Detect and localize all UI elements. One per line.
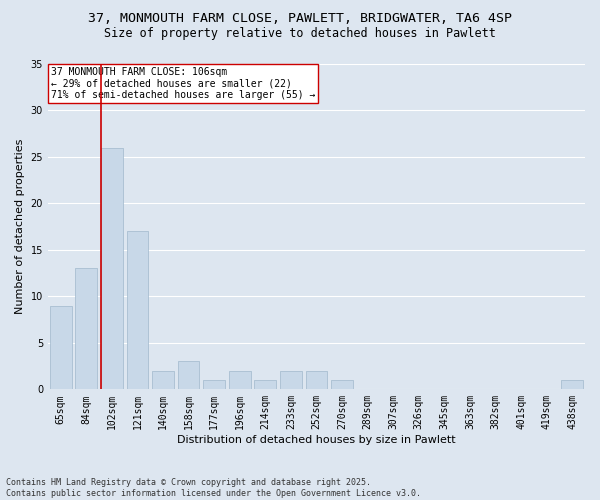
Bar bbox=[50, 306, 71, 390]
Bar bbox=[254, 380, 276, 390]
Bar bbox=[76, 268, 97, 390]
Bar bbox=[203, 380, 225, 390]
Bar bbox=[305, 370, 328, 390]
Bar bbox=[101, 148, 123, 390]
Text: 37 MONMOUTH FARM CLOSE: 106sqm
← 29% of detached houses are smaller (22)
71% of : 37 MONMOUTH FARM CLOSE: 106sqm ← 29% of … bbox=[50, 68, 315, 100]
Bar bbox=[331, 380, 353, 390]
Text: Contains HM Land Registry data © Crown copyright and database right 2025.
Contai: Contains HM Land Registry data © Crown c… bbox=[6, 478, 421, 498]
Y-axis label: Number of detached properties: Number of detached properties bbox=[15, 139, 25, 314]
Bar bbox=[229, 370, 251, 390]
Bar bbox=[178, 362, 199, 390]
Bar bbox=[152, 370, 174, 390]
Bar bbox=[562, 380, 583, 390]
Text: 37, MONMOUTH FARM CLOSE, PAWLETT, BRIDGWATER, TA6 4SP: 37, MONMOUTH FARM CLOSE, PAWLETT, BRIDGW… bbox=[88, 12, 512, 26]
Bar bbox=[280, 370, 302, 390]
Bar bbox=[127, 232, 148, 390]
X-axis label: Distribution of detached houses by size in Pawlett: Distribution of detached houses by size … bbox=[177, 435, 456, 445]
Text: Size of property relative to detached houses in Pawlett: Size of property relative to detached ho… bbox=[104, 28, 496, 40]
